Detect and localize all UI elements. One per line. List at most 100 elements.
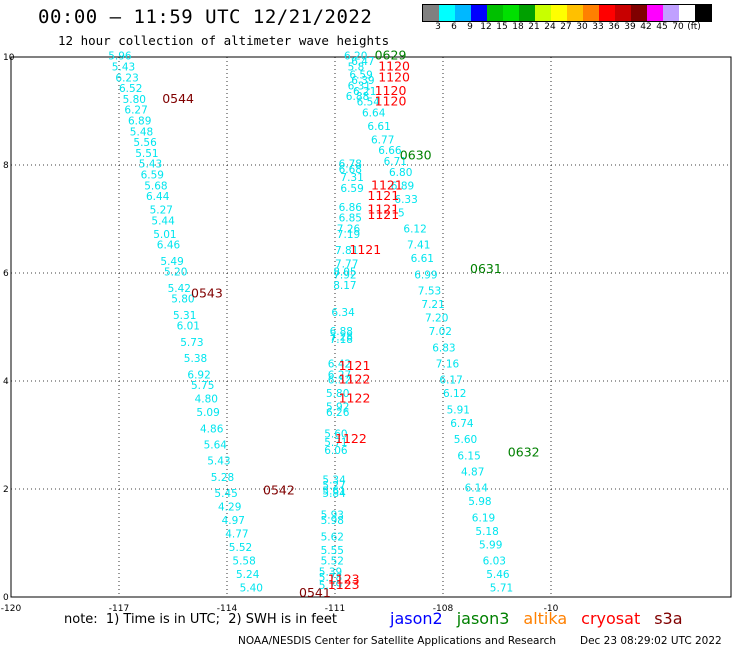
wave-height-value: 6.15 [457, 450, 480, 462]
colorbar-label: 21 [528, 22, 540, 32]
x-tick-label: -111 [325, 604, 345, 614]
wave-height-value: 6.42 [328, 359, 351, 371]
wave-height-value: 8.17 [333, 280, 356, 292]
wave-height-value: 6.59 [349, 70, 372, 82]
wave-height-value: 6.85 [339, 213, 362, 225]
wave-height-value: 4.29 [218, 502, 241, 514]
pass-time-label: 0542 [263, 482, 295, 497]
pass-time-label: 1122 [335, 431, 367, 446]
wave-height-value: 5.46 [486, 569, 510, 581]
wave-height-value: 6.80 [389, 167, 412, 179]
wave-height-value: 5.43 [139, 159, 162, 171]
y-tick-label: 8 [3, 161, 9, 171]
wave-height-value: 6.32 [328, 375, 351, 387]
wave-height-value: 5.62 [321, 531, 344, 543]
generated-timestamp: Dec 23 08:29:02 UTC 2022 [580, 635, 722, 647]
colorbar-label: 12 [480, 22, 492, 32]
wave-height-value: 5.49 [160, 256, 183, 268]
colorbar-label: 39 [624, 22, 636, 32]
colorbar-swatch [503, 5, 519, 21]
wave-height-value: 5.68 [144, 180, 167, 192]
wave-height-value: 5.40 [240, 583, 263, 595]
wave-height-value: 4.97 [222, 515, 245, 527]
pass-time-label: 1121 [367, 188, 399, 203]
wave-height-value: 5.39 [319, 566, 342, 578]
wave-height-value: 5.58 [232, 556, 255, 568]
wave-height-value: 7.77 [335, 259, 358, 271]
chart-title: 00:00 – 11:59 UTC 12/21/2022 [38, 6, 373, 28]
wave-height-value: 4.86 [200, 423, 224, 435]
wave-height-value: 5.20 [164, 267, 187, 279]
legend-jason3: jason3 [456, 609, 510, 628]
pass-time-label: 1120 [378, 59, 410, 74]
wave-height-value: 6.44 [146, 191, 170, 203]
pass-time-label: 1121 [367, 202, 399, 217]
pass-time-label: 0632 [508, 445, 540, 460]
wave-height-value: 7.81 [335, 245, 358, 257]
credit-line: NOAA/NESDIS Center for Satellite Applica… [238, 635, 556, 647]
wave-height-value: 5.80 [171, 294, 194, 306]
wave-height-value: 7.21 [421, 299, 444, 311]
colorbar-swatch [679, 5, 695, 21]
wave-height-value: 5.8 [348, 62, 365, 74]
colorbar-swatch [519, 5, 535, 21]
wave-height-value: 5.75 [191, 380, 214, 392]
colorbar-swatch [439, 5, 455, 21]
wave-height-value: 7.18 [330, 334, 353, 346]
wave-height-value: 6.89 [128, 116, 151, 128]
colorbar-swatch [695, 5, 711, 21]
wave-height-value: 5.18 [475, 526, 498, 538]
wave-height-value: 5.64 [204, 440, 228, 452]
wave-height-value: 7.31 [340, 172, 363, 184]
x-tick-label: -108 [433, 604, 454, 614]
wave-height-value: 5.55 [321, 545, 344, 557]
wave-height-value: 5.48 [130, 126, 153, 138]
wave-height-value: 7.28 [330, 332, 353, 344]
colorbar-swatch [567, 5, 583, 21]
colorbar-swatch [663, 5, 679, 21]
satellite-legend: jason2 jason3 altika cryosat s3a [390, 609, 697, 628]
pass-time-label: 1121 [371, 177, 403, 192]
colorbar-label: 18 [512, 22, 524, 32]
pass-time-label: 1121 [339, 358, 371, 373]
y-tick-label: 2 [3, 485, 9, 495]
wave-height-value: 6.34 [331, 307, 355, 319]
wave-height-colorbar [422, 4, 712, 22]
wave-height-value: 5.27 [322, 480, 345, 492]
wave-height-value: 6.52 [119, 83, 142, 95]
x-tick-label: -114 [217, 604, 238, 614]
wave-height-value: 6.83 [432, 342, 455, 354]
wave-height-value: 6.61 [367, 121, 390, 133]
wave-height-value: 7.16 [436, 359, 460, 371]
wave-height-value: 5.34 [322, 475, 346, 487]
wave-height-value: 6.78 [339, 159, 362, 171]
legend-s3a: s3a [654, 609, 683, 628]
wave-height-value: 6.61 [411, 253, 434, 265]
colorbar-label: 15 [496, 22, 508, 32]
colorbar-swatch [455, 5, 471, 21]
wave-height-value: 6.19 [472, 512, 495, 524]
y-tick-label: 4 [3, 377, 9, 387]
colorbar-label: 3 [435, 22, 441, 32]
wave-height-value: 6.23 [115, 72, 138, 84]
wave-height-value: 6.03 [483, 556, 506, 568]
wave-height-value: 6.21 [353, 86, 376, 98]
wave-height-value: 6.06 [324, 445, 348, 457]
wave-height-value: 6.86 [339, 202, 363, 214]
colorbar-label: 24 [544, 22, 556, 32]
wave-height-value: 5.42 [168, 283, 191, 295]
wave-height-value: 6.71 [384, 156, 407, 168]
wave-height-value: 6.92 [187, 369, 210, 381]
wave-height-value: 5.09 [196, 407, 219, 419]
colorbar-label: 42 [640, 22, 652, 32]
pass-time-label: 1121 [349, 242, 381, 257]
wave-height-value: 5.56 [133, 137, 157, 149]
wave-height-value: 5.98 [321, 515, 344, 527]
wave-height-value: 6.59 [340, 183, 363, 195]
wave-height-value: 5.51 [135, 148, 158, 160]
wave-height-value: 7.53 [418, 286, 441, 298]
wave-height-value: 5 [398, 207, 405, 219]
colorbar-swatch [647, 5, 663, 21]
colorbar-swatch [615, 5, 631, 21]
